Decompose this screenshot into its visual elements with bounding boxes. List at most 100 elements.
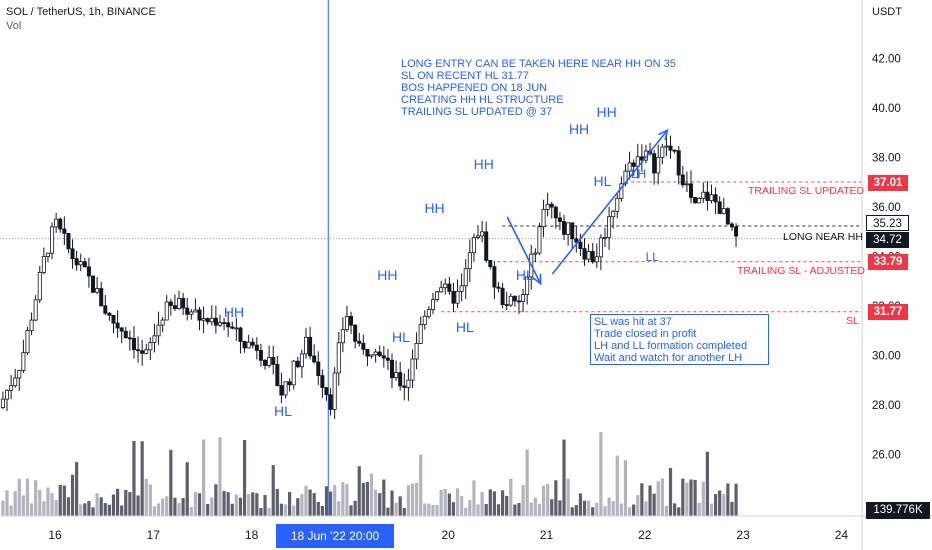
volume-bar — [218, 437, 222, 516]
candle-body — [471, 237, 476, 254]
candle-body — [369, 354, 374, 357]
volume-bar — [529, 502, 533, 516]
candle-body — [500, 287, 505, 305]
candle-body — [414, 342, 419, 360]
volume-bar — [496, 504, 501, 516]
candle-body — [525, 276, 530, 295]
structure-label-hh: HH — [223, 304, 245, 321]
candle-body — [33, 299, 38, 321]
note-line: BOS HAPPENED ON 18 JUN — [401, 82, 548, 94]
candle-body — [496, 286, 501, 289]
volume-bar — [427, 503, 431, 516]
volume-bar — [242, 440, 247, 516]
price-tag-35-23: 35.23 — [866, 215, 909, 231]
volume-bar — [578, 493, 583, 516]
volume-bar — [668, 467, 673, 516]
candle-body — [4, 389, 9, 400]
volume-bar — [283, 504, 288, 516]
candle-body — [164, 301, 169, 321]
candle-body — [566, 222, 571, 235]
candle-body — [9, 385, 14, 391]
candle-body — [701, 191, 706, 199]
volume-bar — [513, 504, 517, 516]
candle-body — [365, 348, 370, 357]
y-tick-label: 36.00 — [872, 202, 901, 214]
result-note-box[interactable]: SL was hit at 37 Trade closed in profit … — [590, 314, 769, 365]
candle-body — [37, 272, 42, 301]
price-tag-current: 34.72 — [866, 232, 909, 248]
volume-bar — [161, 498, 165, 516]
candle-body — [582, 248, 587, 260]
volume-bar — [664, 505, 669, 516]
volume-bar — [50, 493, 54, 516]
volume-label[interactable]: Vol — [6, 20, 22, 32]
candle-body — [549, 203, 554, 208]
candle-body — [504, 304, 509, 306]
volume-bar — [34, 480, 38, 516]
candle-body — [689, 183, 694, 198]
candle-body — [324, 387, 329, 396]
volume-bar — [705, 451, 709, 516]
volume-bar — [431, 504, 435, 516]
candle-body — [402, 385, 407, 388]
volume-bar — [341, 481, 345, 516]
candle-body — [553, 206, 558, 219]
note-line: LONG ENTRY CAN BE TAKEN HERE NEAR HH ON … — [401, 58, 676, 70]
candle-body — [316, 361, 321, 377]
candle-body — [516, 300, 521, 303]
volume-bar — [390, 490, 394, 516]
candle-body — [590, 251, 595, 263]
candle-body — [455, 290, 460, 304]
candle-body — [488, 259, 493, 268]
candle-body — [45, 252, 50, 257]
symbol-title[interactable]: SOL / TetherUS, 1h, BINANCE — [6, 6, 156, 18]
volume-bar — [115, 488, 120, 516]
candle-body — [353, 324, 358, 342]
candle-body — [127, 337, 132, 340]
candle-body — [172, 305, 177, 310]
volume-bar — [66, 497, 71, 516]
volume-bar — [29, 503, 34, 516]
volume-bar — [677, 507, 681, 516]
candle-body — [443, 283, 448, 289]
candle-body — [144, 349, 149, 354]
volume-bar — [58, 485, 62, 516]
volume-bar — [693, 479, 697, 516]
candle-body — [222, 322, 227, 325]
candle-body — [328, 394, 333, 410]
candle-body — [377, 351, 382, 357]
volume-bar — [423, 503, 427, 516]
level-label-long-near-hh: LONG NEAR HH — [783, 231, 863, 243]
chart-header: SOL / TetherUS, 1h, BINANCE Vol — [6, 5, 156, 33]
candle-body — [684, 183, 689, 186]
volume-bar — [451, 502, 456, 516]
candle-body — [713, 194, 718, 203]
up-arrow-head — [658, 128, 669, 141]
candle-body — [50, 226, 55, 254]
candle-body — [107, 312, 112, 316]
candle-body — [361, 342, 366, 350]
volume-bar — [152, 506, 157, 516]
volume-bar — [124, 489, 128, 516]
volume-bar — [660, 478, 664, 516]
volume-bar — [54, 500, 58, 516]
candle-body — [639, 156, 644, 161]
box-line: LH and LL formation completed — [594, 340, 748, 352]
candle-body — [41, 256, 46, 273]
volume-bars — [1, 432, 738, 516]
candle-body — [467, 252, 472, 270]
volume-bar — [13, 491, 17, 516]
trade-note: LONG ENTRY CAN BE TAKEN HERE NEAR HH ON … — [401, 58, 676, 118]
candle-body — [242, 341, 247, 349]
candle-body — [459, 285, 464, 292]
candle-body — [95, 288, 100, 293]
volume-bar — [189, 507, 193, 516]
x-tick-label: 16 — [48, 528, 62, 542]
candle-body — [13, 377, 18, 387]
volume-bar — [91, 507, 95, 516]
candle-body — [217, 322, 222, 326]
volume-bar — [492, 491, 497, 516]
volume-bar — [615, 455, 619, 516]
candle-body — [0, 398, 5, 408]
